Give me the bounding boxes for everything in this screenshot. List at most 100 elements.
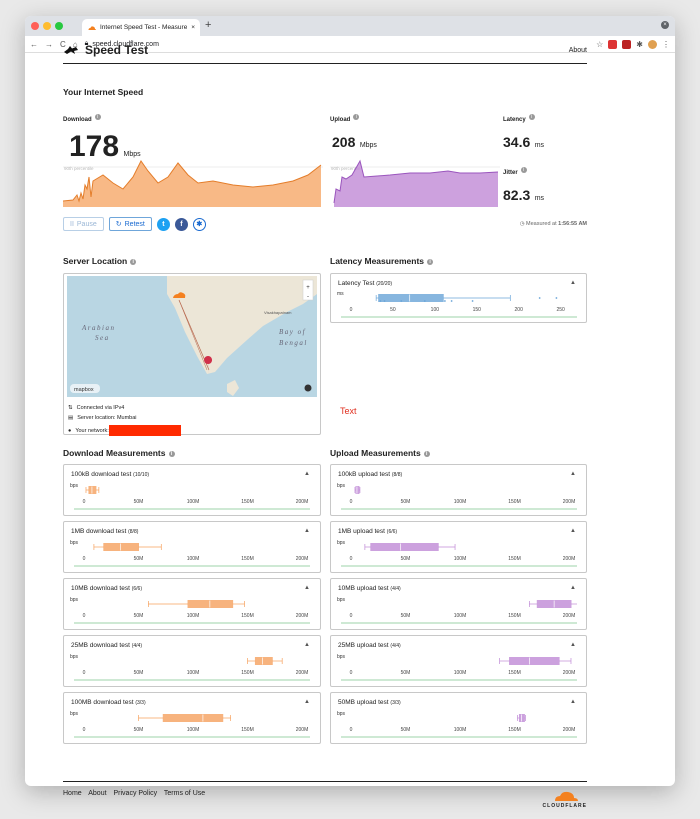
- close-tab-icon[interactable]: ×: [191, 24, 195, 31]
- maximize-window-button[interactable]: [55, 22, 63, 30]
- measured-time: 1:56:55 AM: [558, 221, 587, 227]
- latency-test-name: Latency Test: [338, 280, 375, 287]
- tick-label: 100M: [454, 556, 467, 562]
- collapse-icon[interactable]: ▲: [304, 528, 310, 534]
- tick-label: 200M: [296, 499, 309, 505]
- latency-label: Latency: [503, 117, 526, 123]
- info-icon[interactable]: i: [168, 450, 175, 457]
- tick-label: 100M: [454, 670, 467, 676]
- test-title: 1MB upload test (6/6): [338, 528, 586, 535]
- footer-privacy-link[interactable]: Privacy Policy: [113, 790, 158, 797]
- test-count: (4/4): [390, 643, 401, 649]
- download-value: 178: [69, 130, 120, 163]
- collapse-icon[interactable]: ▲: [570, 699, 576, 705]
- new-tab-button[interactable]: +: [205, 19, 212, 31]
- box-iqr: [370, 543, 439, 551]
- info-icon[interactable]: i: [423, 450, 430, 457]
- facebook-share-icon[interactable]: f: [174, 217, 188, 231]
- collapse-icon[interactable]: ▲: [304, 585, 310, 591]
- collapse-icon[interactable]: ▲: [570, 642, 576, 648]
- reload-icon[interactable]: C: [60, 39, 66, 49]
- tick-label: 200M: [296, 613, 309, 619]
- route-line: [178, 299, 210, 371]
- zoom-in-icon[interactable]: +: [306, 285, 310, 291]
- tick-label: 200M: [563, 727, 576, 733]
- map-label-city: Visakhapatnam: [264, 310, 292, 315]
- collapse-icon[interactable]: ▲: [304, 699, 310, 705]
- retest-label: Retest: [124, 220, 145, 228]
- pause-button[interactable]: II Pause: [63, 217, 104, 231]
- download-metric: Downloadi 178 Mbps: [63, 108, 141, 164]
- test-count: (8/8): [128, 529, 139, 535]
- percentile-label: 90th percentile: [64, 166, 94, 171]
- latency-card: Latency Test (20/20) ▲ ms 0 50 100 150 200 250: [330, 273, 587, 323]
- collapse-icon[interactable]: ▲: [304, 471, 310, 477]
- about-link[interactable]: About: [568, 46, 587, 54]
- test-title: 100MB download test (3/3): [71, 699, 320, 706]
- latency-test-title: Latency Test (20/20): [338, 280, 586, 287]
- footer-terms-link[interactable]: Terms of Use: [163, 790, 206, 797]
- back-icon[interactable]: ←: [30, 39, 38, 49]
- footer-home-link[interactable]: Home: [63, 790, 82, 797]
- extension-red-icon[interactable]: [608, 39, 618, 49]
- box-iqr: [355, 486, 360, 494]
- puzzle-icon[interactable]: ✱: [636, 39, 643, 49]
- window-menu-icon[interactable]: ×: [661, 21, 669, 29]
- cloudflare-logo[interactable]: CLOUDFLARE: [543, 790, 587, 809]
- jitter-unit: ms: [534, 195, 545, 202]
- collapse-icon[interactable]: ▲: [570, 585, 576, 591]
- info-icon[interactable]: i: [353, 113, 360, 120]
- mapbox-logo-text: mapbox: [74, 387, 94, 393]
- brand-title: Speed Test: [85, 43, 149, 57]
- collapse-icon[interactable]: ▲: [570, 528, 576, 534]
- footer-about-link[interactable]: About: [88, 790, 107, 797]
- collapse-icon[interactable]: ▲: [570, 471, 576, 477]
- avatar[interactable]: [648, 39, 657, 49]
- axis-unit: ms: [337, 291, 344, 297]
- info-icon[interactable]: i: [427, 258, 434, 265]
- tick-label: 200: [515, 307, 524, 313]
- cloudflare-share-icon[interactable]: ✱: [192, 217, 206, 231]
- zoom-control[interactable]: [302, 279, 314, 301]
- map-label-bay-2: Bengal: [279, 339, 308, 347]
- browser-tab[interactable]: Internet Speed Test - Measure ×: [82, 19, 200, 36]
- close-window-button[interactable]: [31, 22, 39, 30]
- connection-icon: ⇅: [68, 405, 73, 411]
- forward-icon[interactable]: →: [45, 39, 53, 49]
- more-menu-icon[interactable]: ⋮: [662, 39, 670, 49]
- tab-title: Internet Speed Test - Measure: [100, 24, 188, 31]
- tick-label: 50M: [134, 499, 144, 505]
- upload-test-card: 1MB upload test (6/6) ▲ bps 0 50M 100M 150M 200…: [330, 521, 587, 573]
- axis-unit: bps: [337, 654, 346, 660]
- download-test-card: 25MB download test (4/4) ▲ bps 0 50M 100M 150M…: [63, 635, 321, 687]
- extension-red-2-icon[interactable]: [622, 39, 632, 49]
- map-info-icon[interactable]: [304, 384, 312, 392]
- info-icon[interactable]: i: [528, 113, 535, 120]
- home-icon[interactable]: ⌂: [72, 39, 78, 49]
- server-map[interactable]: Arabian Sea Bay of Bengal Visakhapatnam …: [67, 276, 317, 397]
- retest-button[interactable]: ↻ Retest: [108, 217, 152, 231]
- zoom-out-icon[interactable]: -: [307, 294, 309, 300]
- server-icon: ▤: [68, 415, 74, 421]
- collapse-icon[interactable]: ▲: [570, 280, 576, 286]
- axis-unit: bps: [70, 540, 79, 546]
- info-icon[interactable]: i: [520, 166, 527, 173]
- server-location-row: ▤ Server location: Mumbai: [68, 415, 181, 421]
- address-bar[interactable]: 🔒︎ speed.cloudflare.com: [85, 40, 590, 48]
- tick-label: 0: [350, 307, 353, 313]
- download-area: [63, 161, 321, 207]
- data-point: [444, 300, 446, 302]
- test-title: 10MB upload test (4/4): [338, 585, 586, 592]
- twitter-share-icon[interactable]: t: [156, 217, 170, 231]
- info-icon[interactable]: i: [94, 113, 101, 120]
- test-count: (6/6): [386, 529, 398, 535]
- bookmark-star-icon[interactable]: ☆: [596, 39, 604, 49]
- minimize-window-button[interactable]: [43, 22, 51, 30]
- test-count: (4/4): [131, 643, 142, 649]
- cloudflare-favicon-icon: [88, 25, 96, 30]
- collapse-icon[interactable]: ▲: [304, 642, 310, 648]
- tick-label: 100M: [187, 556, 200, 562]
- brand[interactable]: Speed Test: [63, 43, 148, 57]
- info-icon[interactable]: i: [130, 258, 137, 265]
- download-label: Download: [63, 117, 92, 123]
